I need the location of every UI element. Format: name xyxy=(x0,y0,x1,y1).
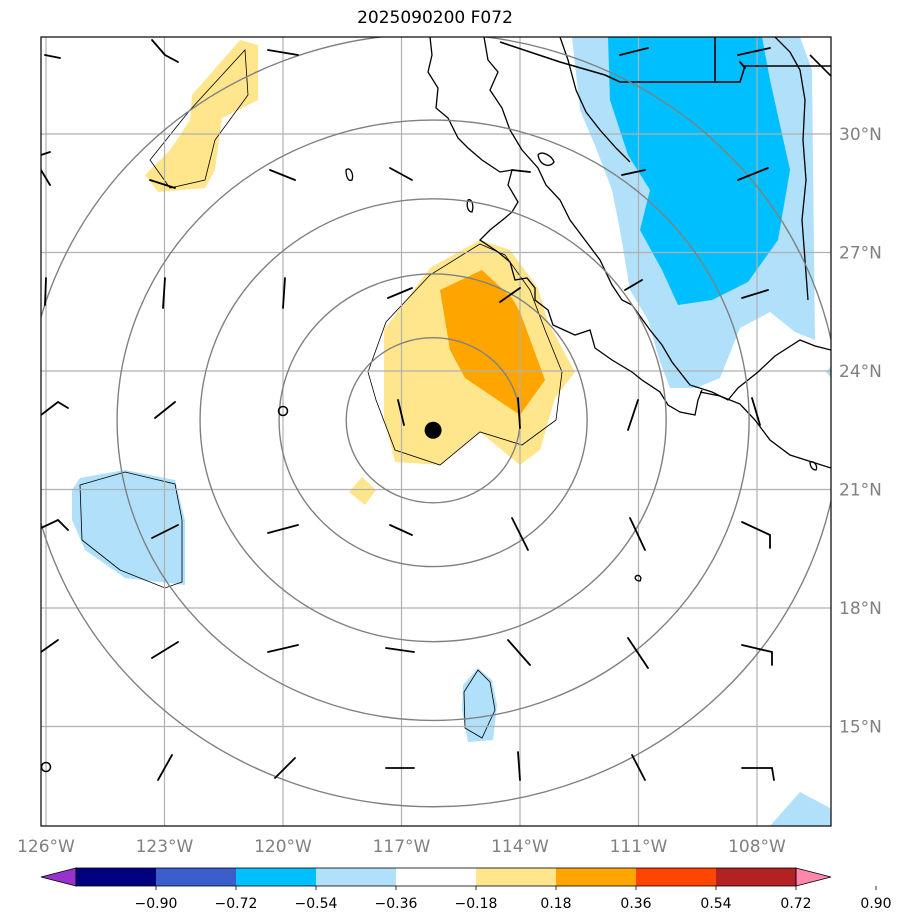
colorbar-tick-label: 0.90 xyxy=(860,896,891,912)
contour-lines xyxy=(79,49,563,739)
colorbar-extend-high xyxy=(795,867,832,887)
colorbar xyxy=(40,867,832,887)
range-ring xyxy=(278,273,588,568)
colorbar-segment xyxy=(396,868,477,886)
calm-wind-marker xyxy=(277,405,289,417)
longitude-labels: 126°W 123°W 120°W 117°W 114°W 111°W 108°W xyxy=(17,837,786,857)
latitude-tick-label: 24°N xyxy=(839,362,882,382)
colorbar-tick-label: 0.72 xyxy=(780,896,811,912)
colorbar-segment xyxy=(236,868,317,886)
political-borders xyxy=(499,37,831,83)
longitude-tick-label: 120°W xyxy=(254,837,312,857)
colorbar-segment xyxy=(476,868,557,886)
colorbar-tick-label: −0.18 xyxy=(455,896,498,912)
latitude-tick-label: 27°N xyxy=(839,244,882,264)
colorbar-labels: −0.90 −0.72 −0.54 −0.36 −0.18 0.18 0.36 0.54 0.7… xyxy=(135,886,892,912)
colorbar-segment xyxy=(716,868,797,886)
longitude-tick-label: 123°W xyxy=(136,837,194,857)
colorbar-tick-label: 0.18 xyxy=(540,896,571,912)
colorbar-tick-label: −0.72 xyxy=(215,896,258,912)
range-ring xyxy=(199,198,667,643)
longitude-tick-label: 111°W xyxy=(610,837,668,857)
latitude-tick-label: 18°N xyxy=(839,599,882,619)
latitude-tick-label: 21°N xyxy=(839,481,882,501)
coastlines xyxy=(345,37,831,582)
colorbar-segment xyxy=(316,868,397,886)
longitude-tick-label: 117°W xyxy=(373,837,431,857)
colorbar-tick-label: −0.90 xyxy=(135,896,178,912)
range-ring xyxy=(116,119,750,722)
map-title: 2025090200 F072 xyxy=(357,8,513,28)
longitude-tick-label: 126°W xyxy=(17,837,75,857)
colorbar-tick-label: 0.36 xyxy=(620,896,651,912)
colorbar-segment xyxy=(156,868,237,886)
storm-center-marker xyxy=(424,421,442,439)
colorbar-frame xyxy=(75,867,797,887)
latitude-labels: 30°N 27°N 24°N 21°N 18°N 15°N xyxy=(839,125,882,738)
lat-lon-gridlines xyxy=(41,37,831,826)
colorbar-tick-label: −0.54 xyxy=(295,896,338,912)
positive-anomaly-shading xyxy=(145,40,575,505)
colorbar-extend-low xyxy=(40,867,77,887)
colorbar-segment xyxy=(636,868,717,886)
longitude-tick-label: 108°W xyxy=(728,837,786,857)
latitude-tick-label: 30°N xyxy=(839,125,882,145)
latitude-tick-label: 15°N xyxy=(839,718,882,738)
wind-barbs xyxy=(41,39,775,781)
colorbar-tick-label: −0.36 xyxy=(375,896,418,912)
longitude-tick-label: 114°W xyxy=(491,837,549,857)
colorbar-segment xyxy=(76,868,157,886)
range-ring xyxy=(41,37,831,808)
colorbar-segment xyxy=(556,868,637,886)
negative-anomaly-shading xyxy=(72,37,831,826)
colorbar-tick-label: 0.54 xyxy=(700,896,731,912)
map-frame xyxy=(40,36,832,827)
